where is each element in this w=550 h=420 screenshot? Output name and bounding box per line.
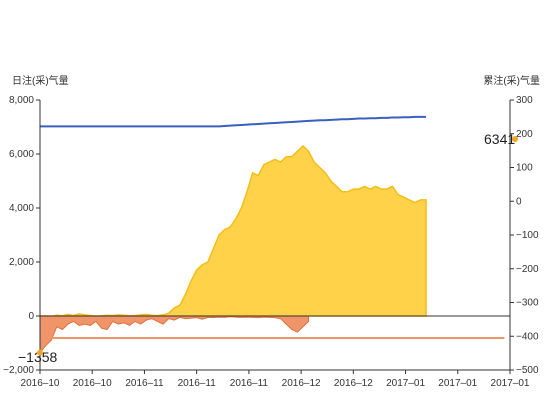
x-tick-label: 2017–01 — [438, 378, 477, 389]
y-left-tick-label: 8,000 — [9, 95, 34, 106]
y-left-tick-label: 4,000 — [9, 203, 34, 214]
annotations: 6341 −1358 — [18, 131, 518, 365]
x-tick-label: 2016–10 — [21, 378, 60, 389]
x-ticks: 2016–10 2016–10 2016–11 2016–11 2016–11 2016–… — [21, 370, 530, 389]
y-right-tick-label: 0 — [516, 196, 522, 207]
y-right-tick-label: 300 — [516, 95, 533, 106]
y-right-tick-label: −400 — [516, 331, 539, 342]
y-left-tick-label: 6,000 — [9, 149, 34, 160]
axes: 日注(采)气量 累注(采)气量 — [12, 74, 540, 371]
x-tick-label: 2016–12 — [334, 378, 373, 389]
series-areas — [39, 144, 427, 355]
cumulative-injection-line — [40, 115, 427, 128]
x-tick-label: 2017–01 — [386, 378, 425, 389]
min-value-marker — [37, 349, 43, 356]
y-right-ticks: 300 200 100 0 −100 −200 −300 −400 −500 — [510, 95, 539, 376]
y-left-tick-label: −2,000 — [3, 365, 34, 376]
daily-withdrawal-area — [39, 315, 310, 355]
x-tick-label: 2016–10 — [73, 378, 112, 389]
x-tick-label: 2016–11 — [125, 378, 164, 389]
y-right-tick-label: −100 — [516, 230, 539, 241]
y-left-ticks: 8,000 6,000 4,000 2,000 0 −2,000 — [3, 95, 40, 376]
y-right-tick-label: −200 — [516, 264, 539, 275]
y-left-tick-label: 0 — [28, 311, 34, 322]
max-value-label: 6341 — [484, 131, 515, 147]
y-right-tick-label: 200 — [516, 129, 533, 140]
y-right-tick-label: 100 — [516, 163, 533, 174]
y-right-tick-label: −300 — [516, 298, 539, 309]
y-right-tick-label: −500 — [516, 365, 539, 376]
min-value-label: −1358 — [18, 349, 58, 365]
y-left-axis-label: 日注(采)气量 — [12, 74, 69, 87]
y-right-axis-label: 累注(采)气量 — [483, 74, 540, 87]
daily-injection-area — [39, 144, 427, 318]
max-value-marker — [512, 136, 518, 142]
y-left-tick-label: 2,000 — [9, 257, 34, 268]
x-tick-label: 2016–12 — [282, 378, 321, 389]
x-tick-label: 2017–01 — [491, 378, 530, 389]
x-tick-label: 2016–11 — [230, 378, 269, 389]
series-lines — [40, 115, 505, 339]
x-tick-label: 2016–11 — [178, 378, 217, 389]
